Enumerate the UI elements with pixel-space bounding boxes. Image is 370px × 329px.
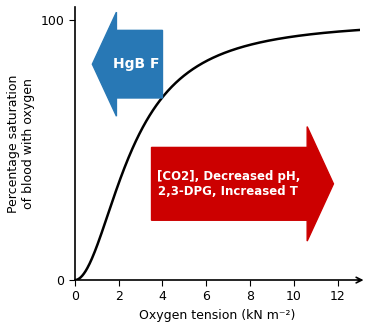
Text: HgB F: HgB F xyxy=(113,57,159,71)
Text: [CO2], Decreased pH,
2,3-DPG, Increased T: [CO2], Decreased pH, 2,3-DPG, Increased … xyxy=(157,170,300,198)
X-axis label: Oxygen tension (kN m⁻²): Oxygen tension (kN m⁻²) xyxy=(139,309,296,322)
Y-axis label: Percentage saturation
of blood with oxygen: Percentage saturation of blood with oxyg… xyxy=(7,74,35,213)
FancyArrow shape xyxy=(152,127,333,241)
FancyArrow shape xyxy=(92,12,162,116)
